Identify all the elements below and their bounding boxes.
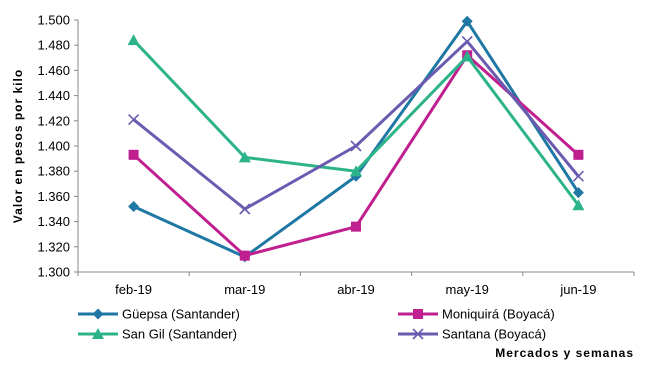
data-point bbox=[128, 149, 139, 160]
legend-marker bbox=[413, 309, 423, 319]
series-layer bbox=[127, 15, 585, 263]
series-line bbox=[132, 39, 580, 211]
x-tick-label: mar-19 bbox=[224, 282, 265, 297]
data-point bbox=[127, 34, 140, 46]
data-point bbox=[572, 170, 584, 182]
legend-label: San Gil (Santander) bbox=[122, 327, 237, 342]
data-point bbox=[350, 165, 362, 177]
legend-marker bbox=[92, 308, 104, 320]
x-tick-label: jun-19 bbox=[559, 282, 596, 297]
x-axis-label: Mercados y semanas bbox=[495, 346, 634, 360]
y-tick-label: 1.320 bbox=[37, 239, 70, 254]
data-point bbox=[128, 200, 140, 212]
y-tick-label: 1.380 bbox=[37, 164, 70, 179]
y-tick-label: 1.500 bbox=[37, 13, 70, 28]
data-point bbox=[239, 203, 251, 215]
data-point bbox=[239, 250, 250, 261]
data-point bbox=[461, 35, 473, 47]
series-4 bbox=[128, 35, 584, 215]
legend-marker bbox=[412, 328, 424, 340]
legend-item: San Gil (Santander) bbox=[78, 327, 237, 342]
legend-label: Moniquirá (Boyacá) bbox=[442, 307, 555, 322]
legend-label: Santana (Boyacá) bbox=[442, 327, 546, 342]
x-tick-labels: feb-19 mar-19 abr-19 may-19 jun-19 bbox=[77, 272, 635, 297]
y-tick-labels: 1.300 1.320 1.340 1.360 1.380 1.400 1.420 1.440… bbox=[37, 13, 78, 280]
y-tick-label: 1.480 bbox=[37, 38, 70, 53]
data-point bbox=[128, 113, 140, 126]
y-tick-label: 1.400 bbox=[37, 139, 70, 154]
y-tick-label: 1.300 bbox=[37, 265, 70, 280]
legend-label: Güepsa (Santander) bbox=[122, 307, 240, 322]
series-line bbox=[132, 19, 580, 259]
y-axis-label: Valor en pesos por kilo bbox=[11, 69, 25, 223]
x-tick-label: may-19 bbox=[446, 282, 489, 297]
x-tick-label: feb-19 bbox=[115, 282, 152, 297]
series-2 bbox=[128, 50, 584, 261]
data-point bbox=[351, 221, 361, 232]
data-point bbox=[573, 149, 584, 160]
data-point bbox=[461, 15, 473, 27]
series-3 bbox=[127, 34, 585, 211]
data-point bbox=[461, 50, 474, 62]
y-tick-label: 1.440 bbox=[37, 88, 70, 103]
y-tick-label: 1.360 bbox=[37, 189, 70, 204]
legend-marker bbox=[92, 328, 104, 339]
legend: Güepsa (Santander) Moniquirá (Boyacá) San … bbox=[78, 307, 555, 342]
y-tick-label: 1.460 bbox=[37, 63, 70, 78]
data-point bbox=[238, 151, 251, 163]
data-point bbox=[572, 199, 585, 211]
data-point bbox=[350, 140, 362, 152]
legend-item: Güepsa (Santander) bbox=[78, 307, 240, 322]
legend-item: Moniquirá (Boyacá) bbox=[398, 307, 555, 322]
y-tick-label: 1.420 bbox=[37, 113, 70, 128]
x-tick-label: abr-19 bbox=[337, 282, 375, 297]
data-point bbox=[572, 187, 584, 199]
legend-item: Santana (Boyacá) bbox=[398, 327, 546, 342]
y-tick-label: 1.340 bbox=[37, 214, 70, 229]
